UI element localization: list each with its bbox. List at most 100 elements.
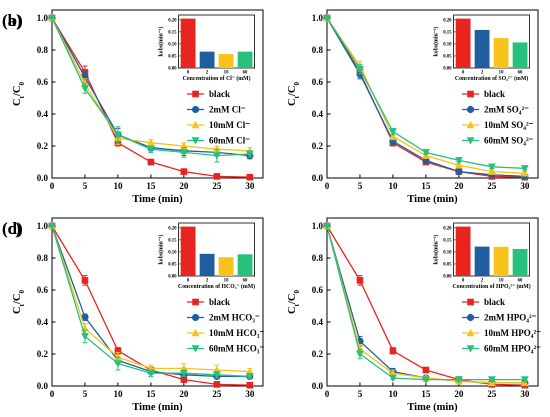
x-tick-label: 30 <box>245 181 255 191</box>
x-axis-label: Time (min) <box>132 402 183 413</box>
inset-y-tick-label: 0.15 <box>168 31 177 36</box>
x-tick-label: 20 <box>179 389 189 399</box>
data-point <box>520 169 529 177</box>
inset-bar <box>237 51 253 68</box>
legend-marker <box>466 120 475 129</box>
inset-bar <box>199 51 215 68</box>
y-tick-label: 0.4 <box>37 109 49 119</box>
inset-x-tick-label: 60 <box>518 279 523 284</box>
inset-x-axis-label: Concentration of HCO₃⁻ (mM) <box>178 283 255 290</box>
data-point <box>179 369 188 378</box>
x-tick-label: 30 <box>245 389 255 399</box>
data-point <box>213 381 221 388</box>
inset-bar <box>512 42 528 68</box>
x-tick-label: 0 <box>50 389 55 399</box>
legend-label: 2mM Cl⁻ <box>209 105 246 115</box>
y-tick-label: 0.0 <box>312 381 324 391</box>
data-point <box>454 376 463 384</box>
x-axis-label: Time (min) <box>407 194 458 205</box>
data-point <box>422 149 430 157</box>
x-tick-label: 20 <box>454 181 464 191</box>
inset-y-tick-label: 0.20 <box>443 19 452 24</box>
inset-y-tick-label: 0.10 <box>168 43 177 48</box>
y-tick-label: 0.6 <box>37 285 49 295</box>
legend-marker <box>466 137 475 145</box>
legend-marker <box>191 137 200 145</box>
legend-marker <box>466 313 475 322</box>
data-point <box>487 167 496 175</box>
y-tick-label: 0.8 <box>312 45 324 55</box>
legend-marker <box>192 90 199 98</box>
inset-y-axis-label: kobs(min⁻¹) <box>158 234 165 264</box>
y-tick-label: 0.0 <box>37 173 49 183</box>
x-tick-label: 5 <box>83 389 88 399</box>
x-tick-label: 25 <box>212 389 222 399</box>
y-tick-label: 0.2 <box>312 141 324 151</box>
y-tick-label: 0.8 <box>312 253 324 263</box>
y-tick-label: 1.0 <box>312 13 324 23</box>
panel-label: (c) <box>2 219 21 238</box>
data-point <box>487 376 496 384</box>
x-tick-label: 15 <box>146 389 156 399</box>
y-tick-label: 0.2 <box>37 349 49 359</box>
inset-y-tick-label: 0.00 <box>443 275 452 280</box>
data-point <box>246 381 254 389</box>
data-point <box>389 374 397 383</box>
data-point <box>147 369 155 378</box>
legend-label: 2mM SO₄²⁻ <box>484 105 529 115</box>
inset-y-tick-label: 0.15 <box>443 31 452 36</box>
inset-bar <box>180 18 196 68</box>
data-point <box>48 14 56 23</box>
legend-label: black <box>209 89 230 99</box>
inset-y-tick-label: 0.10 <box>443 251 452 256</box>
data-point <box>389 347 397 355</box>
data-point <box>180 168 188 175</box>
x-tick-label: 0 <box>325 181 330 191</box>
data-point <box>356 350 364 359</box>
data-point <box>245 373 254 381</box>
legend-marker <box>467 90 474 98</box>
data-point <box>81 85 89 93</box>
legend-label: black <box>484 297 505 307</box>
y-axis-label: Ct/C0 <box>12 82 26 106</box>
x-tick-label: 30 <box>520 181 530 191</box>
x-tick-label: 10 <box>113 389 123 399</box>
inset-bar-chart: 0.00 0.05 0.10 0.15 0.20 0 2 10 60Concentration … <box>158 222 255 290</box>
y-tick-label: 0.4 <box>312 109 324 119</box>
y-axis-label: Ct/C0 <box>287 290 301 314</box>
inset-y-tick-label: 0.20 <box>168 227 177 232</box>
y-tick-label: 0.2 <box>312 349 324 359</box>
inset-x-axis-label: Concentration of SO₄²⁻ (mM) <box>455 75 528 82</box>
inset-bar-chart: 0.00 0.05 0.10 0.15 0.20 0 2 10 60Concentration … <box>158 14 255 82</box>
inset-y-tick-label: 0.00 <box>168 275 177 280</box>
y-tick-label: 0.6 <box>37 77 49 87</box>
data-point <box>245 367 254 375</box>
inset-bar <box>512 249 528 276</box>
series-3 <box>323 222 529 384</box>
inset-x-tick-label: 10 <box>499 71 504 76</box>
data-point <box>356 277 364 284</box>
inset-x-tick-label: 2 <box>481 71 484 76</box>
axes-frame <box>326 217 539 387</box>
inset-bar <box>474 246 490 276</box>
panel-label: (b) <box>2 11 23 30</box>
data-point <box>179 149 188 157</box>
data-point <box>114 131 122 139</box>
axes-frame <box>51 217 264 387</box>
legend-marker <box>466 345 475 353</box>
legend-marker <box>191 105 200 114</box>
data-point <box>147 145 155 154</box>
x-tick-label: 10 <box>113 181 123 191</box>
x-tick-label: 25 <box>487 181 497 191</box>
y-tick-label: 1.0 <box>37 13 49 23</box>
y-axis-label: Ct/C0 <box>12 290 26 314</box>
series-3 <box>48 14 254 163</box>
x-tick-label: 5 <box>358 181 363 191</box>
inset-bar <box>493 38 509 68</box>
data-point <box>213 173 221 180</box>
data-point <box>520 165 529 173</box>
panel-label: (a) <box>2 11 22 30</box>
data-point <box>246 173 254 181</box>
